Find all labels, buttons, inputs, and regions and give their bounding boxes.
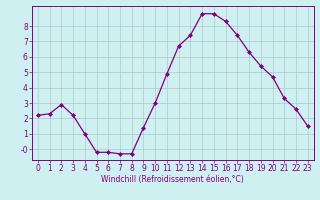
X-axis label: Windchill (Refroidissement éolien,°C): Windchill (Refroidissement éolien,°C) <box>101 175 244 184</box>
